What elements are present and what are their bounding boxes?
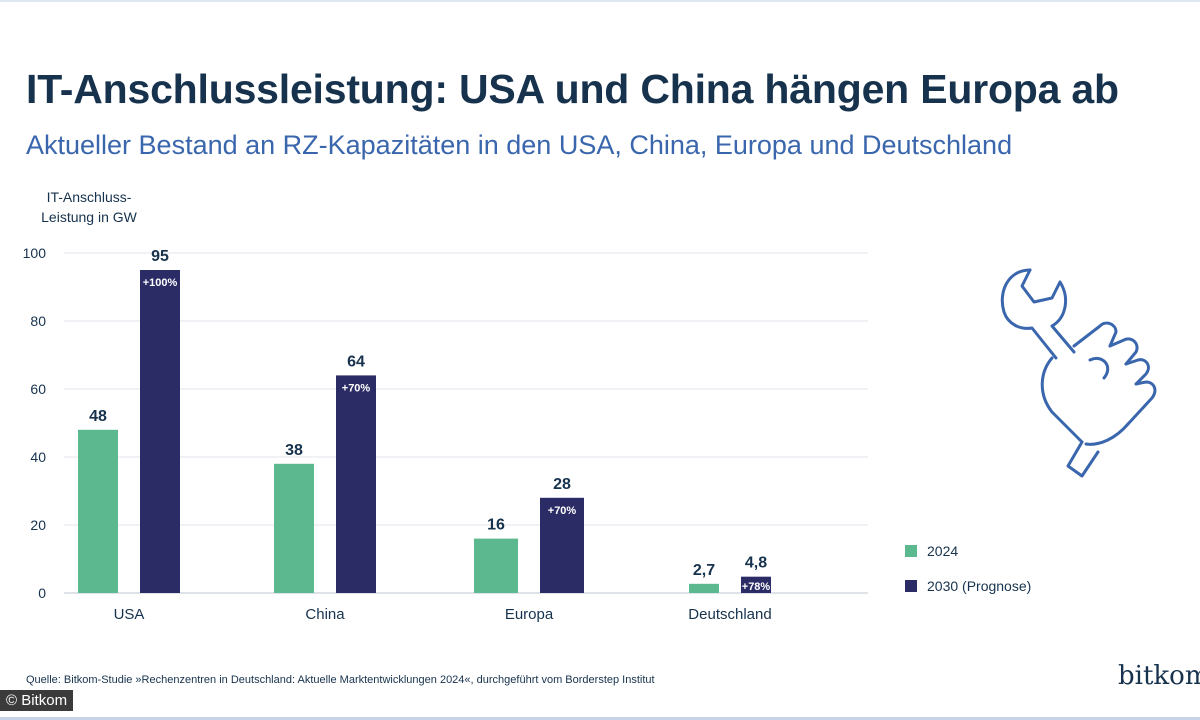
y-axis-label-line-1: IT-Anschluss- <box>46 189 132 205</box>
bar <box>474 538 518 593</box>
hand-wrench-icon <box>1000 268 1157 478</box>
growth-label: +100% <box>143 277 178 289</box>
x-tick-label: USA <box>114 606 145 623</box>
bar <box>336 375 376 593</box>
top-border <box>0 0 1200 2</box>
source-note: Quelle: Bitkom-Studie »Rechenzentren in … <box>26 674 655 686</box>
bar <box>741 576 771 593</box>
bar <box>78 429 118 593</box>
data-label: 28 <box>553 476 571 493</box>
bar <box>689 583 719 593</box>
data-label: 16 <box>487 517 505 534</box>
bar <box>274 463 314 593</box>
bitkom-logo: bitkom <box>1118 661 1200 691</box>
y-tick-label: 20 <box>30 517 46 533</box>
data-label: 95 <box>151 248 169 265</box>
data-label: 64 <box>347 353 365 370</box>
legend-swatch-2030 <box>905 580 917 592</box>
y-axis-label: IT-Anschluss- Leistung in GW <box>34 187 144 227</box>
bar <box>140 270 180 593</box>
legend-label-2030: 2030 (Prognose) <box>927 578 1032 594</box>
bar <box>540 497 584 593</box>
legend-swatch-2024 <box>905 545 917 557</box>
y-tick-label: 100 <box>23 245 47 261</box>
copyright-badge: © Bitkom <box>0 690 74 711</box>
growth-label: +70% <box>548 505 577 517</box>
chart-title: IT-Anschlussleistung: USA und China häng… <box>26 66 1119 112</box>
x-tick-label: China <box>305 606 345 623</box>
y-tick-label: 60 <box>30 381 46 397</box>
x-tick-label: Europa <box>505 606 554 623</box>
y-tick-label: 40 <box>30 449 46 465</box>
growth-label: +78% <box>742 581 771 593</box>
y-tick-label: 80 <box>30 313 46 329</box>
legend-label-2024: 2024 <box>927 543 959 559</box>
x-tick-label: Deutschland <box>688 606 771 623</box>
legend-item-2024: 2024 <box>905 543 958 559</box>
legend-item-2030: 2030 (Prognose) <box>905 578 1031 594</box>
data-label: 38 <box>285 442 303 459</box>
data-label: 48 <box>89 408 107 425</box>
data-label: 2,7 <box>693 562 715 579</box>
growth-label: +70% <box>342 382 371 394</box>
data-label: 4,8 <box>745 555 767 572</box>
bottom-border <box>0 717 1200 720</box>
chart-subtitle: Aktueller Bestand an RZ-Kapazitäten in d… <box>26 130 1013 160</box>
y-axis-label-line-2: Leistung in GW <box>41 209 137 225</box>
y-tick-label: 0 <box>38 585 46 601</box>
